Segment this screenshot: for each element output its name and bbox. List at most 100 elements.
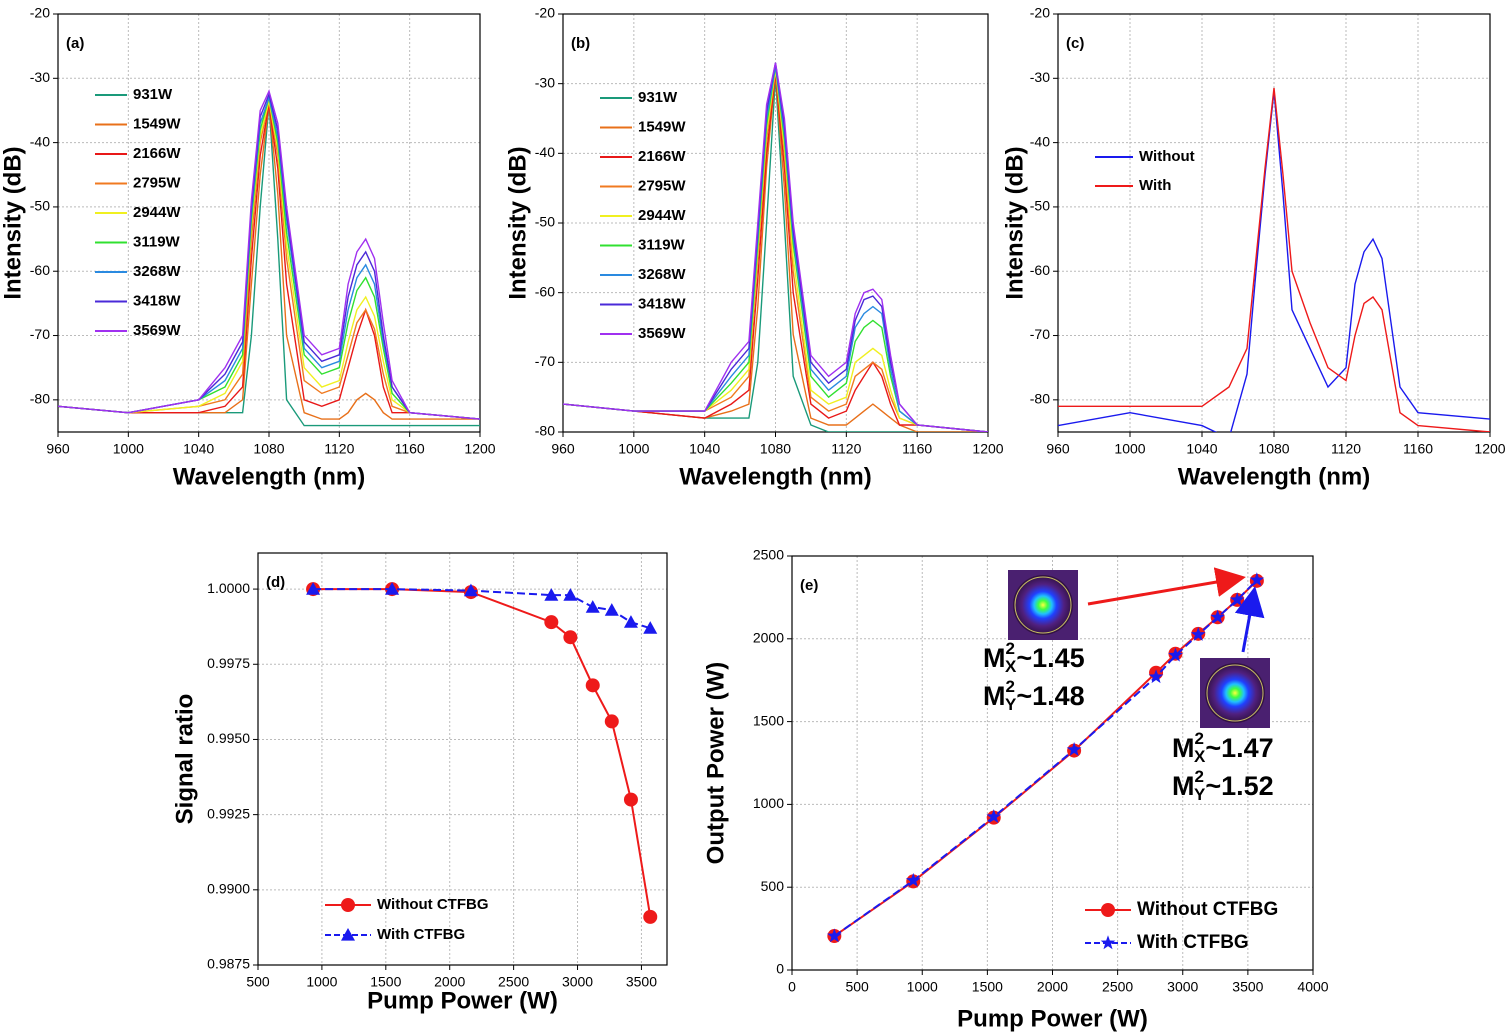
panel-label: (b) bbox=[571, 35, 590, 52]
y-tick-label: -50 bbox=[1030, 198, 1050, 214]
legend-label: 2166W bbox=[133, 145, 181, 162]
y-tick-label: -70 bbox=[30, 326, 50, 342]
y-axis-label: Signal ratio bbox=[171, 694, 198, 825]
x-tick-label: 1000 bbox=[1114, 441, 1145, 457]
data-point bbox=[306, 582, 321, 595]
y-tick-label: 0.9950 bbox=[207, 730, 250, 746]
legend-marker bbox=[1101, 903, 1115, 917]
series-line bbox=[58, 92, 480, 420]
data-point bbox=[544, 588, 559, 601]
legend-label: 3119W bbox=[638, 236, 686, 253]
series-line bbox=[563, 62, 988, 432]
y-tick-label: 0.9900 bbox=[207, 881, 250, 897]
series-line bbox=[1058, 87, 1490, 432]
y-tick-label: 2000 bbox=[753, 630, 784, 646]
legend-marker bbox=[1100, 935, 1116, 950]
y-tick-label: -60 bbox=[535, 283, 555, 299]
x-tick-label: 1500 bbox=[370, 974, 401, 990]
x-tick-label: 2500 bbox=[498, 974, 529, 990]
y-axis-label: Intensity (dB) bbox=[1001, 146, 1028, 299]
data-point bbox=[1148, 669, 1164, 684]
x-tick-label: 1200 bbox=[464, 441, 495, 457]
legend-label: 3569W bbox=[638, 325, 686, 342]
plot-frame bbox=[257, 552, 668, 966]
y-tick-label: 0.9975 bbox=[207, 655, 250, 671]
data-point bbox=[827, 928, 842, 943]
x-tick-label: 1200 bbox=[972, 441, 1003, 457]
series-line bbox=[58, 103, 480, 420]
x-tick-label: 1080 bbox=[1258, 441, 1289, 457]
plot-frame bbox=[562, 13, 989, 433]
x-tick-label: 1160 bbox=[1403, 441, 1433, 457]
ann-sub: X bbox=[1194, 747, 1206, 766]
series-line bbox=[563, 62, 988, 432]
ann-base: M bbox=[1172, 771, 1195, 801]
legend-label: With CTFBG bbox=[377, 926, 465, 943]
x-tick-label: 3000 bbox=[1167, 979, 1198, 995]
legend-label: 1549W bbox=[133, 115, 181, 132]
x-tick-label: 2000 bbox=[434, 974, 465, 990]
data-point bbox=[986, 809, 1002, 824]
legend-label: 3418W bbox=[133, 292, 181, 309]
y-tick-label: -80 bbox=[30, 391, 50, 407]
data-point bbox=[623, 792, 638, 807]
beam-ring bbox=[1014, 576, 1072, 634]
panel-label: (d) bbox=[266, 574, 285, 591]
x-tick-label: 3000 bbox=[562, 974, 593, 990]
y-tick-label: -40 bbox=[30, 133, 50, 149]
legend-label: 2795W bbox=[133, 174, 181, 191]
annotation: M2 Y~1.48 bbox=[983, 677, 1085, 714]
data-point bbox=[563, 588, 578, 601]
annotation: M2 Y~1.52 bbox=[1172, 767, 1274, 804]
x-axis-label: Pump Power (W) bbox=[367, 987, 558, 1014]
x-tick-label: 2500 bbox=[1102, 979, 1133, 995]
y-tick-label: -50 bbox=[535, 214, 555, 230]
legend-label: With bbox=[1139, 177, 1171, 194]
legend-label: 3119W bbox=[133, 233, 181, 250]
x-tick-label: 1120 bbox=[1331, 441, 1361, 457]
x-tick-label: 1080 bbox=[253, 441, 284, 457]
beam-spot bbox=[1013, 575, 1073, 635]
y-tick-label: -40 bbox=[1030, 133, 1050, 149]
x-tick-label: 1160 bbox=[395, 441, 425, 457]
y-tick-label: -30 bbox=[30, 69, 50, 85]
ann-base: M bbox=[983, 681, 1006, 711]
x-tick-label: 960 bbox=[1046, 441, 1070, 457]
legend-label: 931W bbox=[133, 86, 173, 103]
data-point bbox=[385, 582, 400, 595]
x-tick-label: 1000 bbox=[618, 441, 649, 457]
series-line bbox=[563, 73, 988, 432]
plot-frame bbox=[1057, 13, 1491, 433]
series-line bbox=[58, 100, 480, 420]
y-tick-label: -50 bbox=[30, 198, 50, 214]
legend-label: 931W bbox=[638, 89, 678, 106]
y-axis-label: Intensity (dB) bbox=[0, 146, 26, 299]
y-tick-label: -80 bbox=[535, 423, 555, 439]
data-point bbox=[585, 600, 600, 613]
series-line bbox=[313, 588, 652, 918]
beam-ring bbox=[1206, 664, 1264, 722]
arrow bbox=[1234, 586, 1265, 653]
data-point bbox=[643, 909, 658, 924]
data-point bbox=[1066, 742, 1082, 756]
arrow bbox=[1087, 567, 1246, 606]
plot-frame bbox=[57, 13, 481, 433]
x-tick-label: 960 bbox=[551, 441, 575, 457]
series-line bbox=[58, 103, 480, 420]
data-point bbox=[905, 872, 921, 887]
series-line bbox=[1058, 91, 1490, 432]
series-line bbox=[58, 100, 480, 420]
x-tick-label: 1000 bbox=[113, 441, 144, 457]
legend-marker bbox=[341, 928, 355, 941]
data-point bbox=[604, 714, 619, 729]
ann-base: M bbox=[983, 643, 1006, 673]
legend-label: 3268W bbox=[638, 266, 686, 283]
legend-label: 2944W bbox=[133, 204, 181, 221]
x-tick-label: 1160 bbox=[902, 441, 932, 457]
x-axis-label: Wavelength (nm) bbox=[1178, 463, 1370, 490]
y-tick-label: -20 bbox=[1030, 5, 1050, 21]
data-point bbox=[1168, 647, 1183, 662]
y-tick-label: 2500 bbox=[753, 547, 784, 563]
x-tick-label: 2000 bbox=[1037, 979, 1068, 995]
data-point bbox=[623, 615, 638, 628]
